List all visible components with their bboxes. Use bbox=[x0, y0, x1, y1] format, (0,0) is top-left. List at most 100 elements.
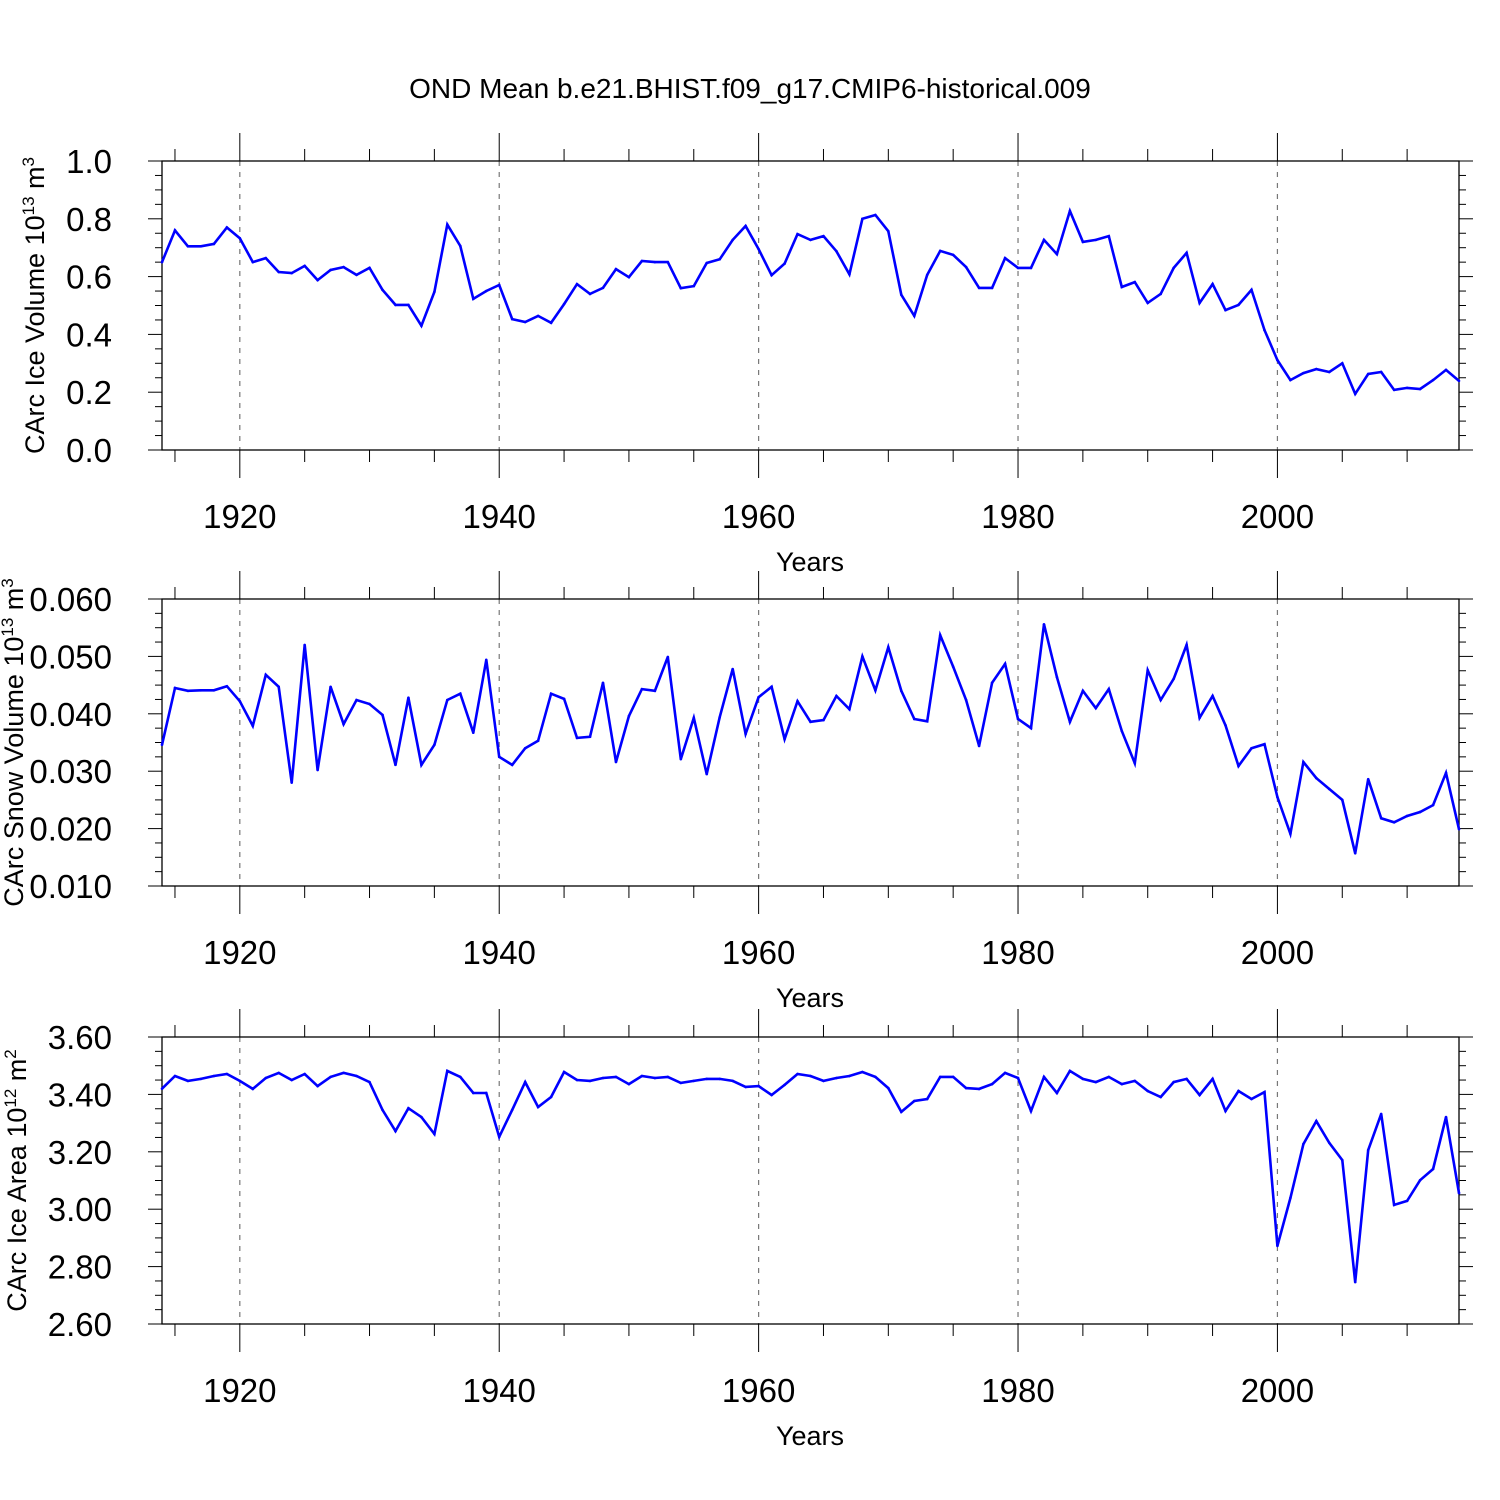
data-point bbox=[238, 1079, 242, 1083]
data-point bbox=[1457, 379, 1461, 383]
data-point bbox=[1276, 795, 1279, 799]
data-point bbox=[1250, 746, 1253, 750]
data-point bbox=[459, 692, 462, 696]
data-point bbox=[1328, 787, 1331, 791]
x-tick-label: 1980 bbox=[981, 498, 1054, 535]
y-tick-label: 3.00 bbox=[48, 1191, 112, 1228]
data-point bbox=[199, 688, 203, 692]
data-point bbox=[355, 1074, 358, 1078]
data-point bbox=[809, 1074, 812, 1078]
data-point bbox=[342, 722, 345, 726]
data-point bbox=[1224, 1109, 1227, 1113]
data-point bbox=[264, 1076, 268, 1080]
data-point bbox=[1224, 723, 1227, 727]
data-point bbox=[484, 658, 488, 662]
data-point bbox=[588, 1079, 592, 1083]
data-point bbox=[1094, 1080, 1098, 1084]
data-point bbox=[1133, 280, 1137, 284]
data-point bbox=[718, 257, 722, 261]
data-point bbox=[433, 1132, 436, 1136]
data-point bbox=[1392, 388, 1396, 392]
data-point bbox=[1405, 1199, 1409, 1203]
data-point bbox=[1340, 798, 1344, 802]
data-point bbox=[173, 686, 177, 690]
data-point bbox=[770, 273, 773, 277]
data-point bbox=[238, 236, 242, 240]
data-point bbox=[925, 1097, 929, 1101]
data-point bbox=[186, 689, 190, 693]
data-point bbox=[1016, 717, 1020, 721]
data-point bbox=[1328, 370, 1331, 374]
data-point bbox=[1042, 238, 1046, 242]
data-point bbox=[809, 720, 812, 724]
data-point bbox=[446, 1069, 449, 1073]
data-point bbox=[925, 273, 929, 277]
data-point bbox=[718, 715, 722, 719]
x-axis-title: Years bbox=[776, 1421, 844, 1451]
data-point bbox=[1302, 760, 1305, 764]
data-point bbox=[783, 1083, 786, 1087]
data-point bbox=[225, 226, 229, 229]
data-point bbox=[549, 692, 553, 696]
data-point bbox=[381, 288, 384, 292]
data-point bbox=[1418, 1178, 1422, 1182]
y-tick-label: 3.20 bbox=[48, 1134, 112, 1171]
x-tick-label: 2000 bbox=[1241, 498, 1314, 535]
data-point bbox=[1172, 266, 1175, 270]
data-point bbox=[796, 1072, 799, 1076]
x-tick-label: 1960 bbox=[722, 934, 795, 971]
data-point bbox=[731, 238, 734, 242]
data-point bbox=[212, 688, 216, 692]
data-point bbox=[459, 1075, 462, 1079]
data-point bbox=[899, 1110, 903, 1114]
data-point bbox=[1133, 1079, 1137, 1083]
data-point bbox=[757, 695, 760, 699]
data-point bbox=[964, 698, 968, 702]
y-tick-label: 0.050 bbox=[29, 638, 112, 675]
x-tick-label: 2000 bbox=[1241, 1372, 1314, 1409]
data-point bbox=[1237, 1089, 1240, 1093]
data-point bbox=[562, 1070, 566, 1074]
data-point bbox=[446, 698, 449, 702]
data-point bbox=[381, 1108, 384, 1112]
data-point bbox=[822, 1079, 825, 1083]
data-point bbox=[1055, 252, 1059, 256]
data-point bbox=[1302, 1142, 1305, 1146]
data-point bbox=[1211, 694, 1214, 698]
data-point bbox=[1094, 706, 1098, 710]
y-tick-label: 0.6 bbox=[66, 259, 112, 296]
data-point bbox=[770, 685, 773, 689]
data-point bbox=[874, 688, 877, 692]
data-point bbox=[407, 1106, 410, 1110]
x-axis-title: Years bbox=[776, 547, 844, 577]
data-point bbox=[640, 259, 644, 263]
data-point bbox=[484, 289, 488, 293]
data-point bbox=[990, 286, 994, 290]
data-point bbox=[887, 229, 890, 233]
data-point bbox=[601, 1076, 605, 1080]
data-point bbox=[1418, 387, 1422, 391]
y-axis-title-unit: m bbox=[0, 588, 29, 618]
data-point bbox=[1042, 622, 1046, 626]
data-point bbox=[1198, 1093, 1201, 1097]
data-point bbox=[536, 739, 540, 743]
series-line bbox=[160, 207, 1460, 397]
data-point bbox=[407, 696, 410, 700]
data-point bbox=[977, 286, 981, 290]
data-point bbox=[822, 234, 825, 238]
data-point bbox=[627, 275, 631, 279]
data-point bbox=[705, 261, 709, 265]
data-point bbox=[420, 1115, 423, 1119]
y-tick-label: 0.010 bbox=[29, 868, 112, 905]
y-tick-label: 0.2 bbox=[66, 374, 112, 411]
data-point bbox=[549, 321, 553, 325]
data-point bbox=[627, 1082, 631, 1086]
data-point bbox=[796, 232, 799, 236]
data-point bbox=[212, 242, 216, 246]
x-tick-label: 2000 bbox=[1241, 934, 1314, 971]
data-point bbox=[303, 264, 306, 268]
data-point bbox=[679, 286, 683, 290]
data-point bbox=[744, 224, 747, 228]
data-point bbox=[1353, 1280, 1357, 1284]
data-point bbox=[588, 292, 592, 296]
